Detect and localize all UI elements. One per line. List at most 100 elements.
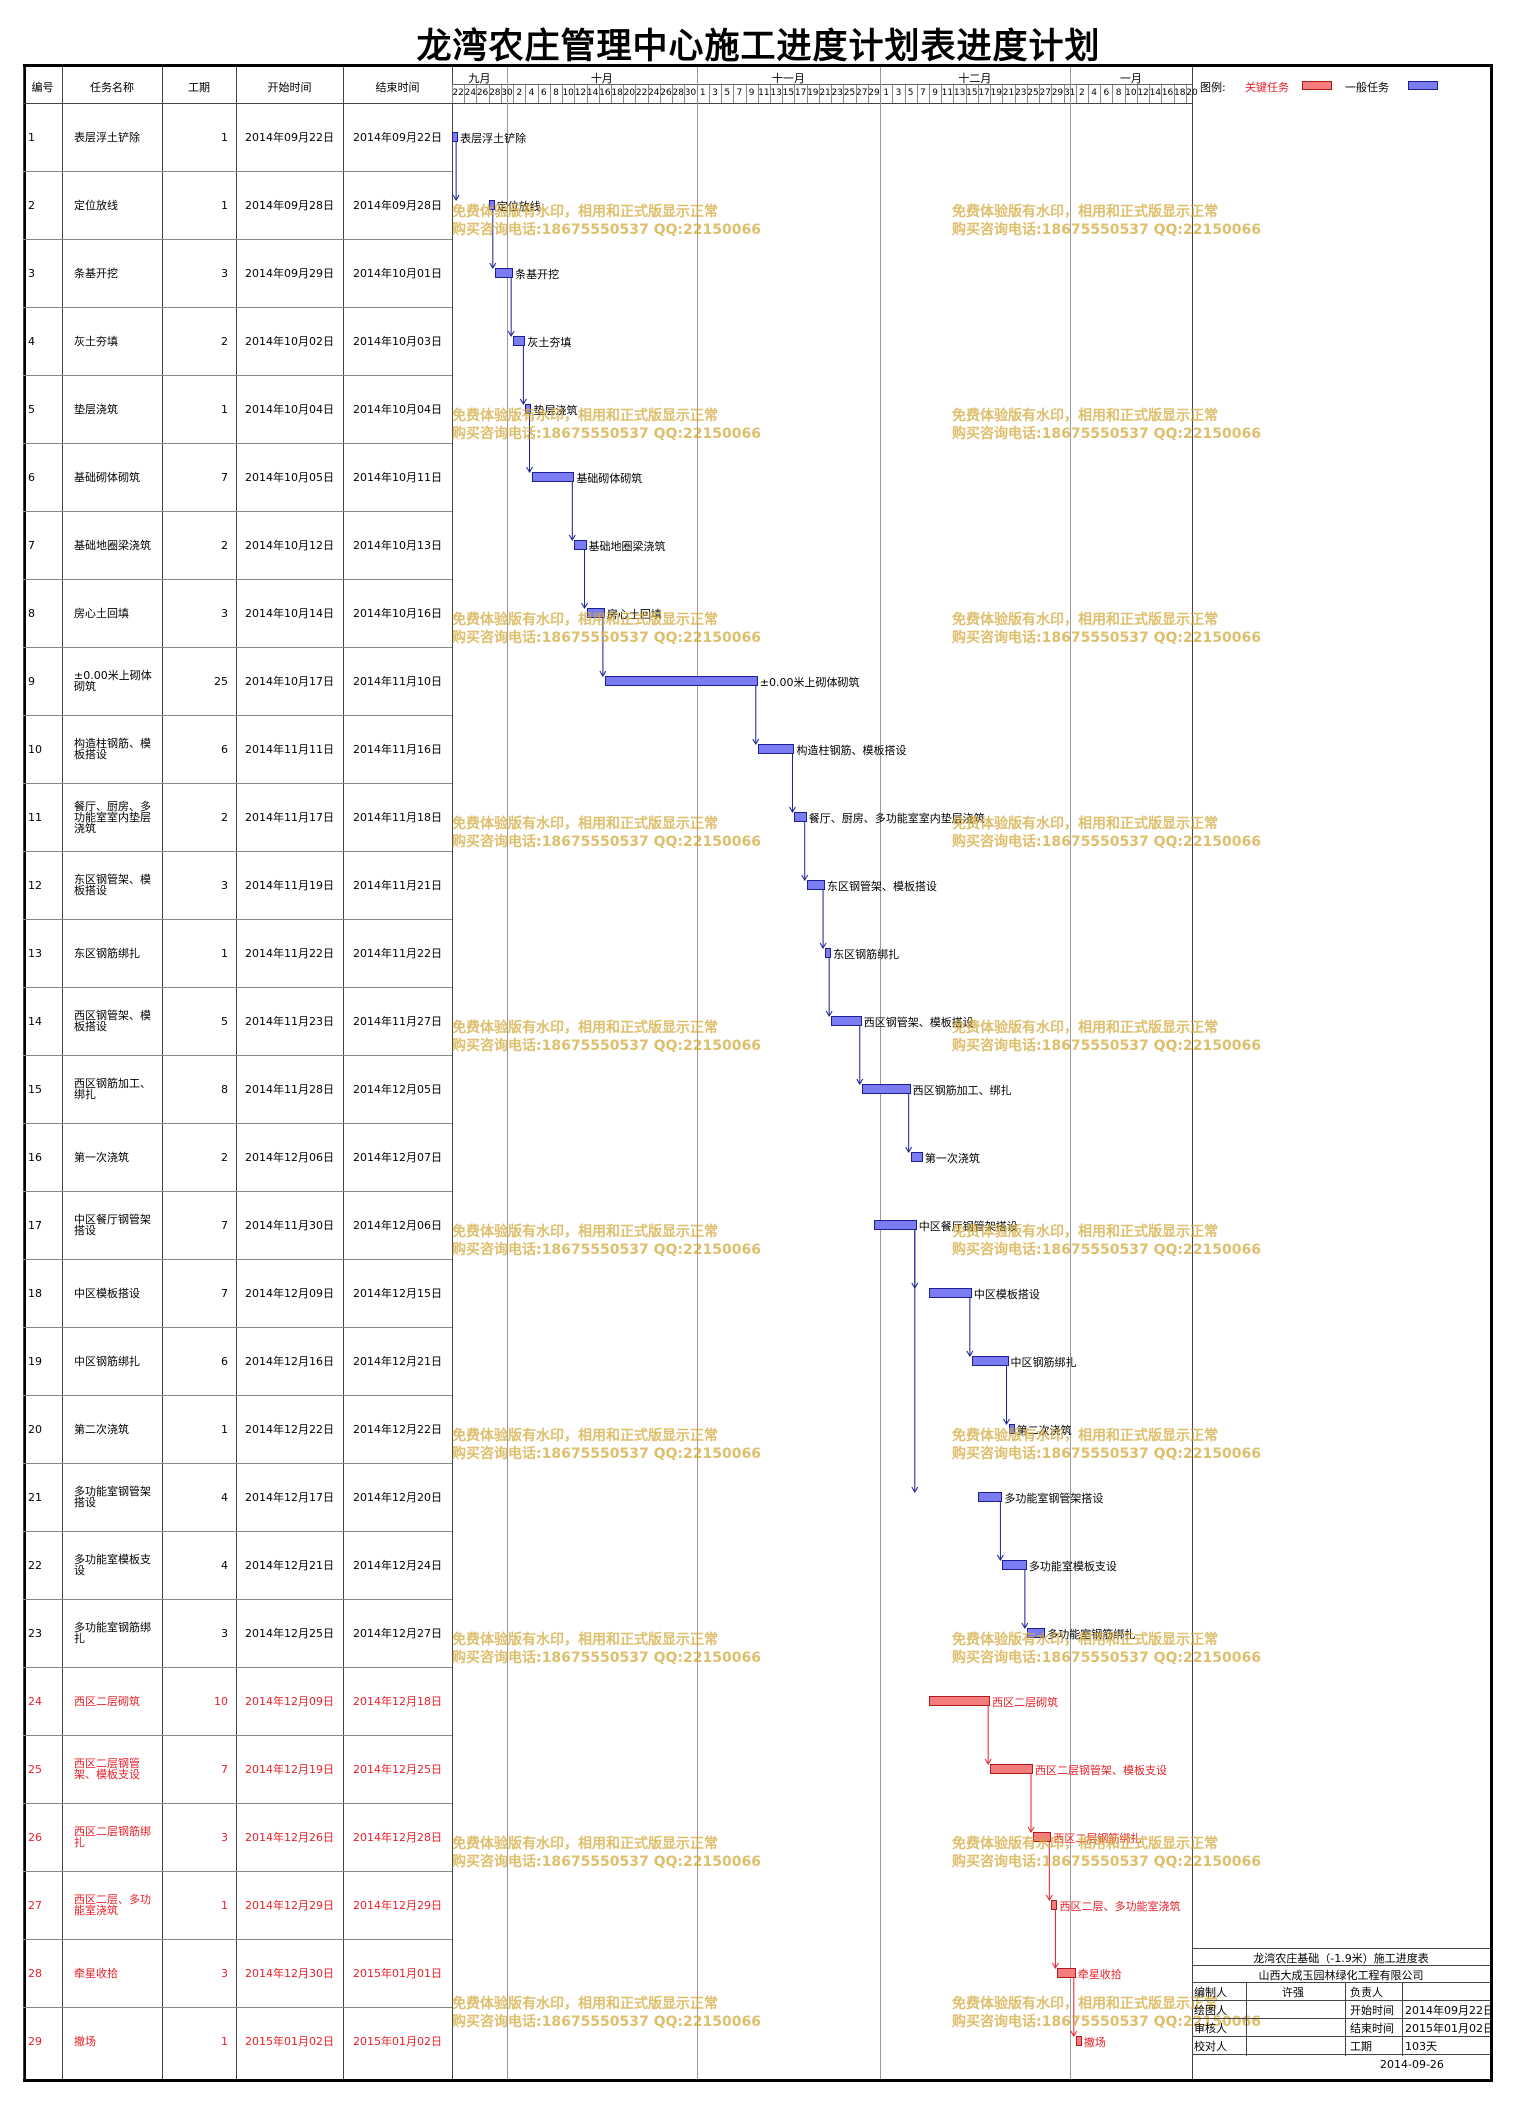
schedule-frame [23, 64, 1493, 2082]
watermark-line2: 购买咨询电话:18675550537 QQ:22150066 [952, 1038, 1261, 1054]
task-id-cell: 23 [28, 1626, 42, 1640]
gantt-bar [1002, 1560, 1027, 1570]
table-row-line [23, 375, 452, 376]
watermark: 免费体验版有水印，相用和正式版显示正常 购买咨询电话:18675550537 QQ… [952, 815, 1261, 851]
task-start-cell: 2014年11月28日 [245, 1082, 334, 1096]
watermark-line1: 免费体验版有水印，相用和正式版显示正常 [952, 204, 1218, 220]
gantt-bar [910, 1152, 923, 1162]
date-tick: 19 [807, 88, 819, 98]
task-start-cell: 2014年10月04日 [245, 402, 334, 416]
table-row-line [23, 1395, 452, 1396]
dependency-arrowhead [526, 466, 533, 473]
watermark-line1: 免费体验版有水印，相用和正式版显示正常 [952, 1428, 1218, 1444]
task-end-cell: 2014年10月01日 [353, 266, 442, 280]
task-name-cell: 中区钢筋绑扎 [74, 1354, 140, 1368]
gantt-bar [757, 744, 795, 754]
task-end-cell: 2014年09月22日 [353, 130, 442, 144]
task-start-cell: 2014年12月09日 [245, 1694, 334, 1708]
task-start-cell: 2014年12月29日 [245, 1898, 334, 1912]
gantt-bar [1075, 2036, 1082, 2046]
task-id-cell: 28 [28, 1966, 42, 1980]
task-id-cell: 5 [28, 402, 35, 416]
gantt-bar-label: 垫层浇筑 [533, 404, 578, 417]
date-tick: 26 [476, 88, 489, 98]
date-tick-line [843, 85, 845, 103]
date-tick-line [672, 85, 674, 103]
table-col-line [236, 67, 237, 2079]
month-label: 一月 [1119, 72, 1142, 85]
task-dur-cell: 4 [221, 1490, 228, 1504]
column-header-2: 工期 [188, 81, 210, 94]
task-dur-cell: 3 [221, 1966, 228, 1980]
task-end-cell: 2014年12月25日 [353, 1762, 442, 1776]
task-name-cell: 基础地圈梁浇筑 [74, 538, 151, 552]
task-end-cell: 2014年10月03日 [353, 334, 442, 348]
watermark: 免费体验版有水印，相用和正式版显示正常 购买咨询电话:18675550537 QQ… [952, 1631, 1261, 1667]
date-tick: 14 [586, 88, 599, 98]
date-tick: 12 [1137, 88, 1149, 98]
date-tick: 30 [501, 88, 513, 98]
date-tick: 25 [1027, 88, 1039, 98]
task-start-cell: 2014年11月30日 [245, 1218, 334, 1232]
date-tick: 15 [782, 88, 795, 98]
task-end-cell: 2014年12月05日 [353, 1082, 442, 1096]
task-start-cell: 2014年12月17日 [245, 1490, 334, 1504]
task-end-cell: 2014年11月22日 [353, 946, 442, 960]
date-tick: 20 [1186, 88, 1198, 98]
gantt-right-line [1192, 67, 1193, 2079]
date-tick-line [525, 85, 527, 103]
dependency-arrowhead [1052, 1962, 1059, 1969]
task-name-cell: 西区钢筋加工、绑扎 [74, 1077, 151, 1101]
gantt-bar [861, 1084, 911, 1094]
date-tick-line [464, 85, 466, 103]
date-tick: 10 [562, 88, 574, 98]
date-tick: 1 [699, 88, 706, 98]
date-tick: 22 [452, 88, 464, 98]
date-tick-line [513, 85, 515, 103]
task-name-cell: 西区二层、多功能室浇筑 [74, 1893, 151, 1917]
date-tick-line [708, 85, 710, 103]
date-tick: 1 [883, 88, 890, 98]
gantt-bar-label: 房心土回填 [606, 608, 662, 621]
dependency-arrowhead [489, 262, 497, 269]
date-tick-line [611, 85, 612, 103]
task-name-cell: 房心土回填 [74, 606, 129, 620]
date-tick-line [537, 85, 539, 103]
gantt-bar-label: 西区二层钢管架、模板支设 [1034, 1764, 1167, 1777]
info-line [1192, 1965, 1490, 1966]
date-tick: 21 [819, 88, 831, 98]
watermark-line1: 免费体验版有水印，相用和正式版显示正常 [952, 1836, 1218, 1852]
task-id-cell: 29 [28, 2034, 42, 2048]
header-bottom-line [23, 103, 1192, 104]
task-dur-cell: 7 [221, 1762, 228, 1776]
month-gridline [507, 67, 509, 2079]
task-end-cell: 2014年12月24日 [353, 1558, 442, 1572]
task-id-cell: 20 [28, 1422, 42, 1436]
gantt-bar [929, 1288, 972, 1298]
date-tick-line [1185, 85, 1187, 103]
gantt-bar [586, 608, 605, 618]
task-end-cell: 2015年01月02日 [353, 2034, 442, 2048]
month-label: 十一月 [771, 72, 805, 85]
info-col-line [1246, 1982, 1247, 2056]
task-name-cell: 垫层浇筑 [74, 402, 118, 416]
date-tick: 18 [611, 88, 623, 98]
gantt-bar [531, 472, 575, 482]
info-cell: 开始时间 [1350, 2004, 1394, 2017]
task-dur-cell: 6 [221, 1354, 228, 1368]
task-end-cell: 2014年12月28日 [353, 1830, 442, 1844]
task-end-cell: 2014年12月18日 [353, 1694, 442, 1708]
task-start-cell: 2014年10月17日 [245, 674, 334, 688]
watermark-line2: 购买咨询电话:18675550537 QQ:22150066 [452, 1038, 761, 1054]
date-tick: 21 [1002, 88, 1015, 98]
date-tick-line [1112, 85, 1114, 103]
gantt-bar [513, 336, 526, 346]
gantt-bar [831, 1016, 862, 1026]
info-cell: 103天 [1405, 2040, 1437, 2053]
date-tick: 7 [920, 88, 926, 98]
task-id-cell: 14 [28, 1014, 42, 1028]
task-end-cell: 2014年11月21日 [353, 878, 442, 892]
task-start-cell: 2014年11月19日 [245, 878, 334, 892]
task-name-cell: 多功能室钢筋绑扎 [74, 1621, 151, 1645]
task-start-cell: 2014年10月14日 [245, 606, 334, 620]
